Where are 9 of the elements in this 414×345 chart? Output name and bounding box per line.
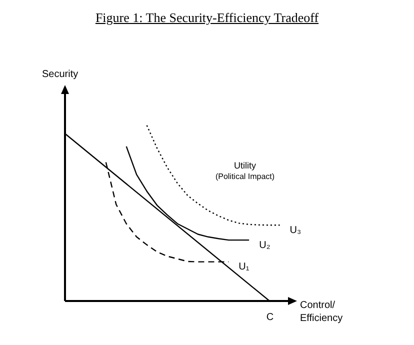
y-axis-title: Security [42,68,78,80]
series-label: U₁ [238,262,250,273]
x-axis-title: Control/ Efficiency [300,300,343,324]
annotation: (Political Impact) [215,172,275,182]
text: C [266,312,274,323]
series-label: U₂ [259,240,270,251]
annotation: Utility [234,160,256,170]
chart-title: Figure 1: The Security-Efficiency Tradeoff [94,10,320,26]
series-label: U₃ [290,224,302,236]
